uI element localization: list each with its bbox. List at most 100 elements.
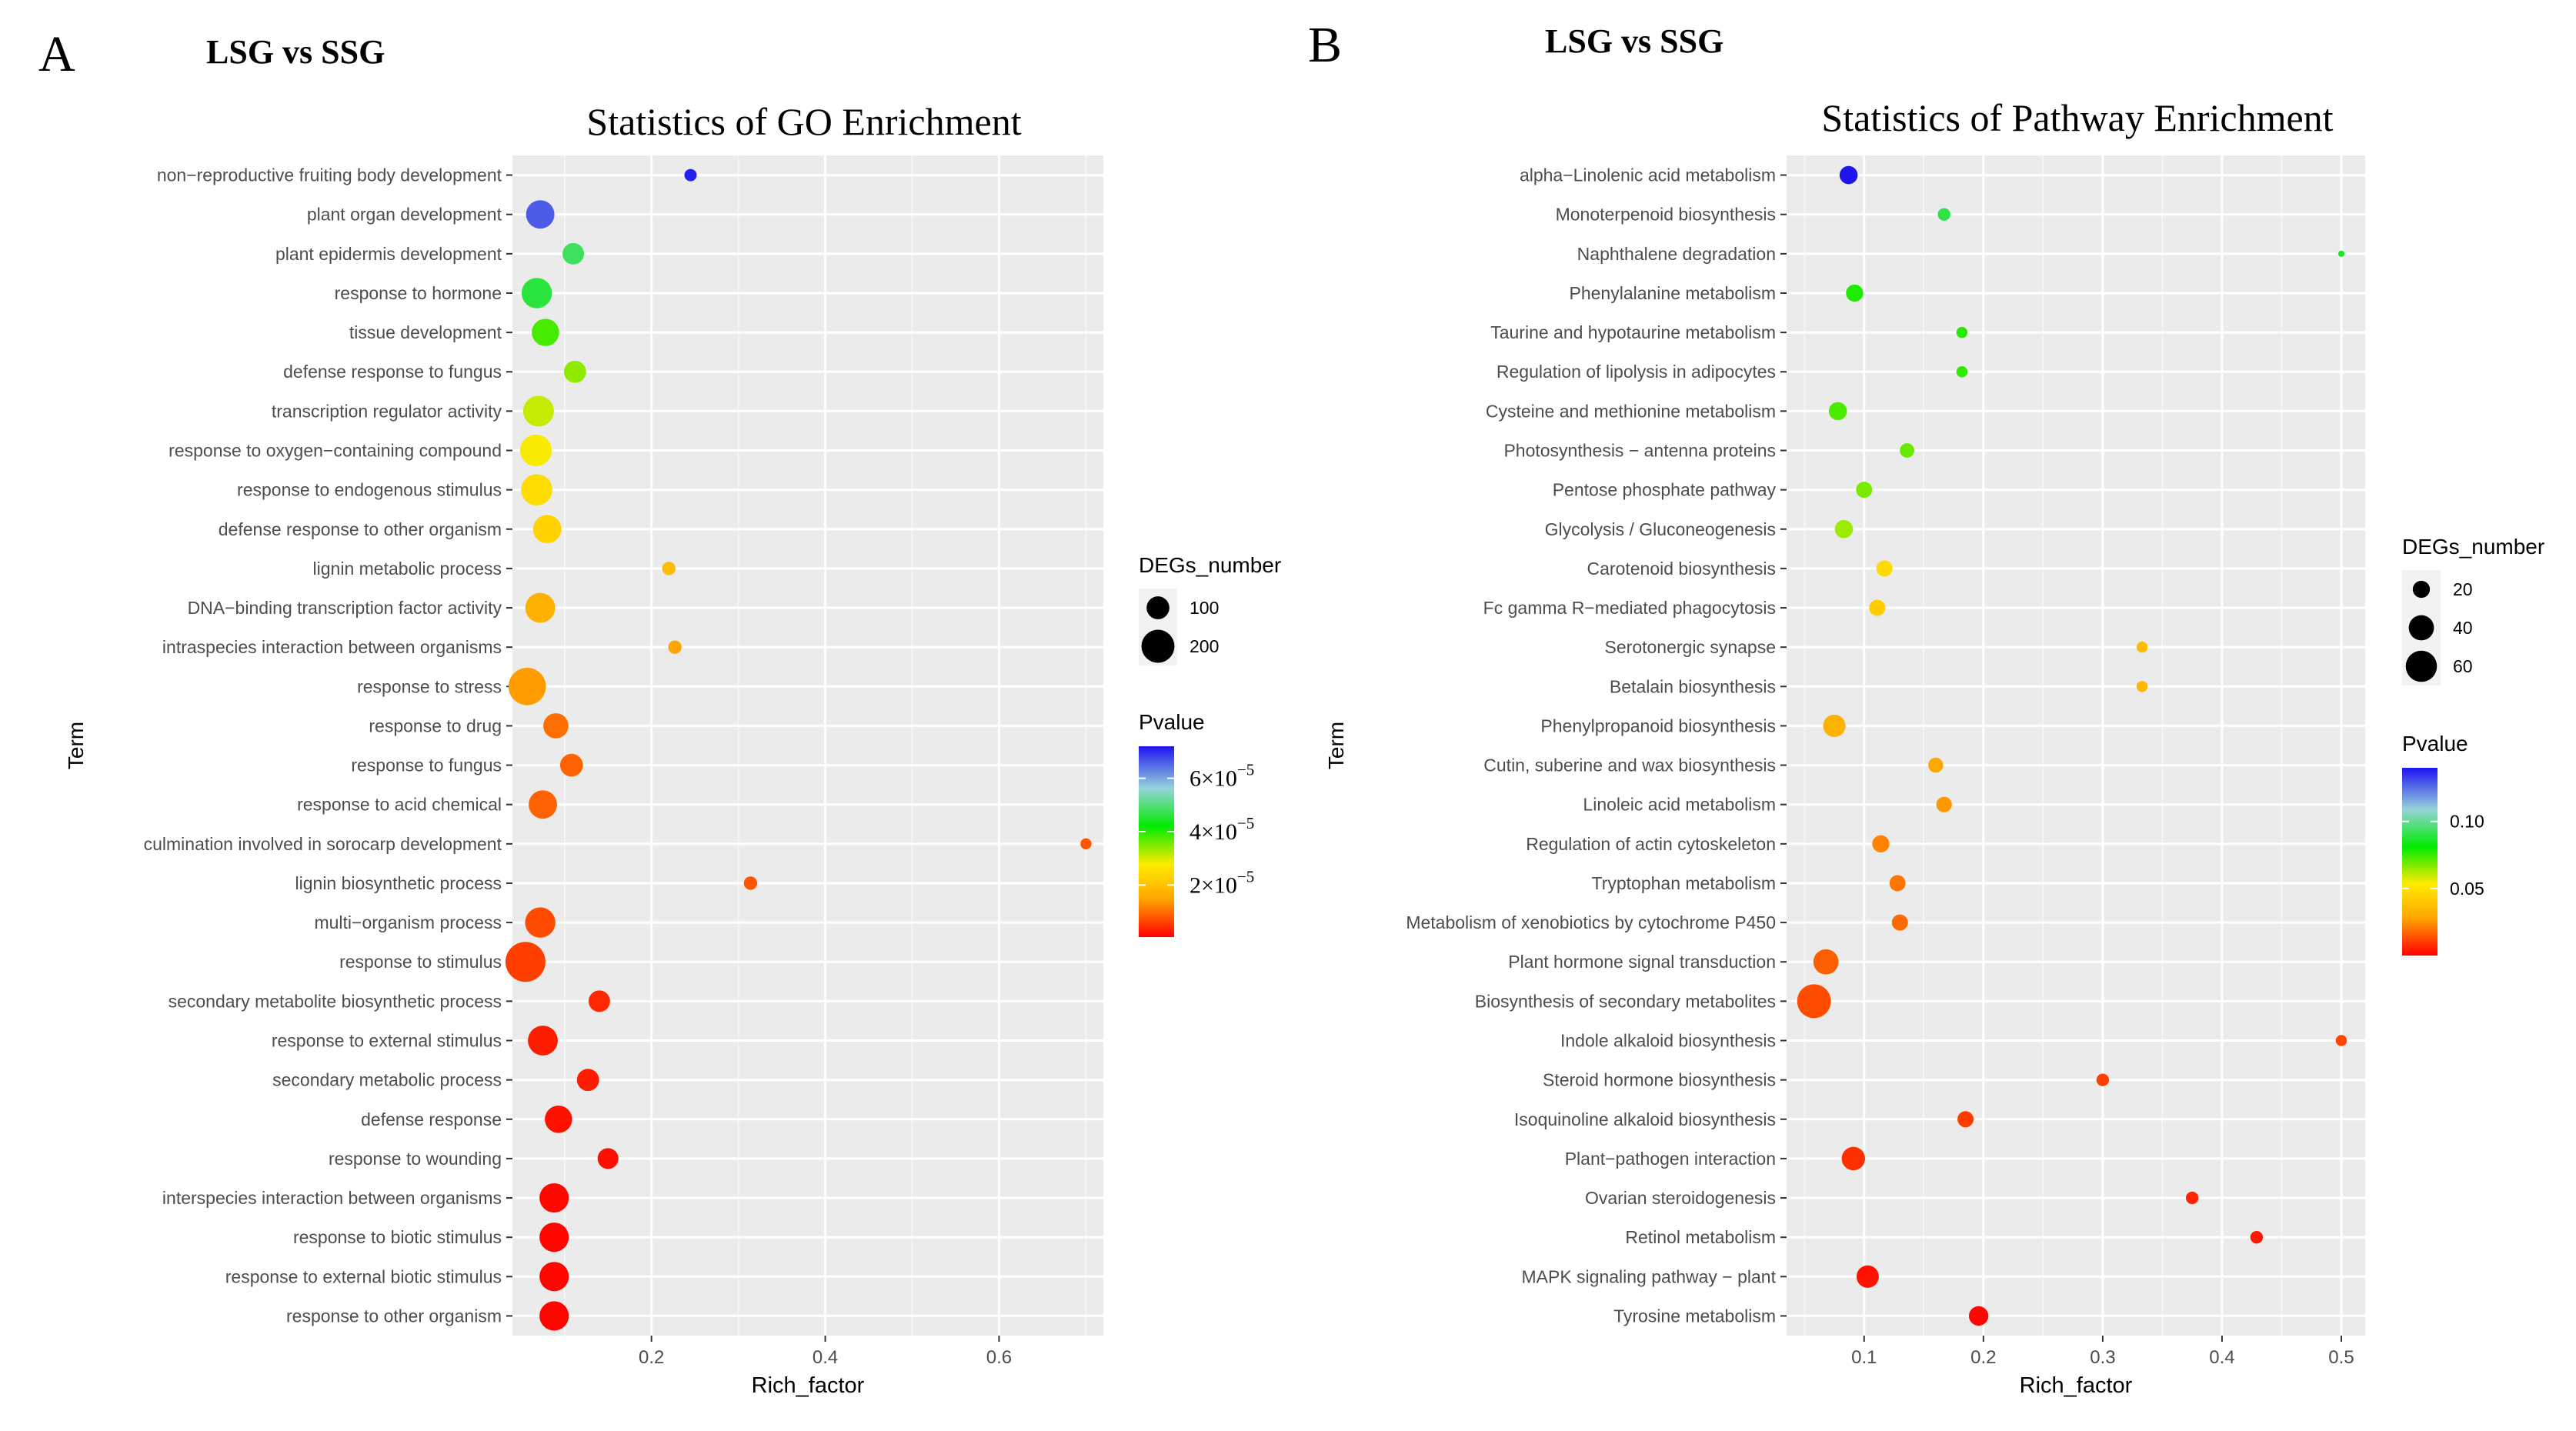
data-point [2136,641,2148,653]
term-label: Carotenoid biosynthesis [1587,559,1776,579]
data-point [1869,599,1886,616]
x-tick-label: 0.4 [813,1347,838,1368]
data-point [1937,208,1950,221]
color-legend-label: 0.05 [2450,879,2484,899]
term-label: Pentose phosphate pathway [1553,480,1777,500]
data-point [1891,914,1908,931]
term-label: response to oxygen−containing compound [169,441,502,461]
data-point [1839,165,1858,185]
term-label: Serotonergic synapse [1605,637,1776,657]
size-legend-title: DEGs_number [2402,535,2544,559]
size-legend-label: 100 [1190,598,1219,618]
term-label: DNA−binding transcription factor activit… [188,598,502,618]
color-legend-title: Pvalue [2402,732,2468,756]
color-legend-label: 0.10 [2450,812,2484,832]
data-point [539,1223,569,1253]
size-legend-dot [2412,580,2431,599]
term-label: response to external stimulus [272,1031,502,1051]
term-label: response to other organism [286,1306,502,1326]
plot-background [512,155,1103,1336]
y-axis-title: Term [1324,722,1348,769]
color-legend-mantissa: 2×10 [1190,872,1237,898]
color-legend-label: 2×10−5 [1190,867,1254,898]
term-label: lignin biosynthetic process [295,873,502,893]
x-axis-title: Rich_factor [752,1373,865,1398]
panel-heading: LSG vs SSG [206,33,385,71]
data-point [559,753,583,777]
panel-letter: B [1308,17,1342,73]
data-point [743,876,758,890]
color-legend-exponent: −5 [1237,814,1254,832]
data-point [1876,560,1893,577]
color-legend-exponent: −5 [1237,867,1254,886]
color-bar [1139,746,1174,937]
term-label: Cysteine and methionine metabolism [1486,401,1776,421]
color-bar [2402,768,2438,956]
color-legend-exponent: −5 [1237,761,1254,779]
x-tick-label: 0.6 [986,1347,1012,1368]
data-point [1957,1111,1974,1128]
term-label: Cutin, suberine and wax biosynthesis [1483,756,1776,776]
term-label: plant organ development [307,205,502,225]
data-point [1956,365,1968,378]
term-label: defense response [361,1109,502,1129]
data-point [576,1069,599,1092]
term-label: Isoquinoline alkaloid biosynthesis [1514,1109,1776,1129]
term-label: Photosynthesis − antenna proteins [1503,441,1776,461]
data-point [543,713,569,739]
size-legend-label: 60 [2453,656,2473,676]
color-legend-mantissa: 6×10 [1190,766,1237,792]
data-point [505,942,546,982]
size-legend-dot [2408,615,2434,641]
term-label: response to fungus [351,756,502,776]
panel-b: B LSG vs SSG Statistics of Pathway Enrichm… [1308,17,2544,1398]
color-legend-mantissa: 4×10 [1190,819,1237,845]
chart-title: Statistics of Pathway Enrichment [1821,96,2333,139]
x-tick-label: 0.1 [1851,1347,1877,1368]
term-label: Betalain biosynthesis [1610,676,1776,696]
size-legend-dot [2405,650,2438,682]
term-label: Phenylalanine metabolism [1570,283,1777,303]
data-point [1968,1306,1989,1326]
size-legend-label: 20 [2453,579,2473,599]
data-point [508,667,546,705]
data-point [1834,519,1854,539]
color-legend-label: 6×10−5 [1190,761,1254,792]
panel-letter: A [38,26,75,82]
data-point [1928,757,1944,773]
term-label: Metabolism of xenobiotics by cytochrome … [1406,912,1776,932]
term-label: secondary metabolite biosynthetic proces… [169,991,502,1011]
data-point [563,360,586,383]
term-label: response to drug [369,716,502,736]
data-point [539,1182,569,1213]
term-label: alpha−Linolenic acid metabolism [1520,165,1776,185]
term-label: Plant−pathogen interaction [1565,1149,1776,1169]
x-tick-label: 0.4 [2209,1347,2234,1368]
data-point [2186,1191,2199,1205]
color-legend-label: 4×10−5 [1190,814,1254,845]
term-label: Tyrosine metabolism [1613,1306,1776,1326]
data-point [1956,326,1968,339]
data-point [1828,402,1847,421]
data-point [1841,1146,1866,1171]
term-label: multi−organism process [314,912,502,932]
size-legend-label: 40 [2453,618,2473,638]
term-label: Taurine and hypotaurine metabolism [1490,322,1776,342]
panel-heading: LSG vs SSG [1545,22,1723,60]
data-point [529,790,557,819]
size-legend-title: DEGs_number [1139,553,1281,577]
term-label: Retinol metabolism [1625,1227,1776,1247]
data-point [1856,482,1873,499]
x-tick-label: 0.3 [2090,1347,2115,1368]
data-point [1823,714,1846,737]
data-point [1872,835,1890,852]
data-point [1936,796,1952,812]
term-label: culmination involved in sorocarp develop… [144,834,502,854]
data-point [1856,1265,1879,1288]
x-tick-label: 0.5 [2328,1347,2354,1368]
term-label: secondary metabolic process [272,1070,502,1090]
data-point [1797,984,1831,1019]
term-label: Glycolysis / Gluconeogenesis [1545,519,1776,539]
term-label: response to wounding [329,1149,502,1169]
data-point [2337,250,2345,257]
